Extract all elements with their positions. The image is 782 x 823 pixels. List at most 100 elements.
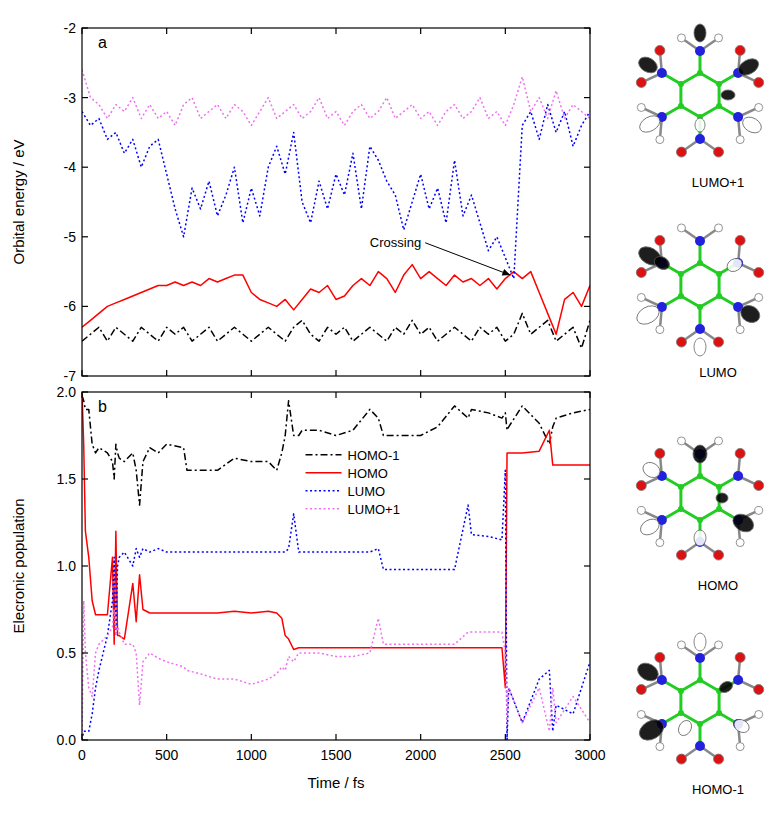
y-tick: [82, 27, 88, 28]
orbital-lobe: [634, 302, 663, 328]
plot-frame: [82, 392, 590, 740]
atom: [678, 271, 684, 277]
annotation: Crossing: [368, 234, 511, 275]
annotation-arrowhead: [502, 269, 511, 276]
atom: [655, 235, 665, 245]
x-tick: [251, 370, 252, 376]
y-axis-title: Orbital energy / eV: [10, 139, 27, 264]
panel: 0.00.51.01.52.0050010001500200025003000T…: [10, 384, 606, 791]
y-tick: [584, 478, 590, 479]
atom: [716, 293, 722, 299]
series-line: [82, 601, 590, 740]
x-tick: [251, 734, 252, 740]
atom: [676, 337, 686, 347]
orbital-lobe: [730, 511, 757, 536]
y-tick: [584, 375, 590, 376]
series-group: [82, 70, 590, 348]
atom: [655, 45, 665, 55]
y-tick: [584, 652, 590, 653]
y-tick: [584, 236, 590, 237]
atom: [678, 293, 684, 299]
atom: [636, 481, 646, 491]
x-tick: [251, 392, 252, 398]
atom: [637, 506, 645, 514]
x-tick: [589, 28, 590, 34]
series-line: [82, 265, 590, 335]
atom: [716, 506, 722, 512]
x-tick: [420, 28, 421, 34]
orbital-label: LUMO: [699, 365, 737, 380]
atom: [735, 235, 745, 245]
legend-label: LUMO: [348, 484, 386, 499]
x-tick-label: 2000: [405, 747, 436, 763]
orbital-lobe: [638, 516, 662, 538]
atom: [657, 675, 667, 685]
y-tick: [584, 97, 590, 98]
atom: [716, 271, 722, 277]
panel: -7-6-5-4-3-2Orbital energy / eVaCrossing: [10, 20, 590, 384]
atom: [754, 78, 764, 88]
x-tick-label: 2500: [490, 747, 521, 763]
orbital-lobe: [740, 114, 764, 136]
x-tick: [335, 370, 336, 376]
x-tick: [335, 392, 336, 398]
orbital-picture: LUMO: [634, 224, 764, 380]
y-tick-label: -5: [64, 229, 77, 245]
y-tick: [584, 565, 590, 566]
x-tick: [251, 28, 252, 34]
ring: [681, 680, 719, 724]
plot-frame: [82, 28, 590, 376]
atom: [656, 539, 664, 547]
atom: [656, 743, 664, 751]
atom: [637, 710, 645, 718]
figure: -7-6-5-4-3-2Orbital energy / eVaCrossing…: [0, 0, 782, 823]
atom: [676, 550, 686, 560]
atom: [755, 506, 763, 514]
ring: [681, 263, 719, 307]
atom: [736, 539, 744, 547]
y-tick-label: 0.0: [57, 732, 77, 748]
atom: [697, 304, 703, 310]
atom: [697, 677, 703, 683]
atom: [678, 103, 684, 109]
atom: [755, 103, 763, 111]
atom: [715, 224, 723, 232]
atom: [677, 34, 685, 42]
x-tick: [589, 370, 590, 376]
y-tick-label: 2.0: [57, 384, 77, 400]
atom: [636, 268, 646, 278]
orbital-label: LUMO+1: [692, 175, 744, 190]
orbital-picture: HOMO-1: [634, 633, 763, 797]
atom: [754, 268, 764, 278]
y-tick: [584, 27, 590, 28]
y-tick: [584, 306, 590, 307]
atom: [697, 260, 703, 266]
atom: [678, 81, 684, 87]
orbital-lobe: [636, 716, 668, 745]
x-tick: [81, 370, 82, 376]
atom: [697, 517, 703, 523]
series-group: [82, 392, 590, 740]
orbital-lobe: [694, 24, 706, 42]
orbital-lobe: [717, 679, 734, 695]
atom: [695, 134, 705, 144]
atom: [695, 46, 705, 56]
orbital-lobe: [652, 254, 672, 272]
atom: [735, 448, 745, 458]
y-tick: [82, 739, 88, 740]
y-tick-label: -2: [64, 20, 77, 36]
orbital-label: HOMO: [698, 578, 738, 593]
y-tick-label: -4: [64, 159, 77, 175]
x-tick: [505, 370, 506, 376]
atom: [715, 641, 723, 649]
atom: [678, 688, 684, 694]
atom: [715, 437, 723, 445]
orbital-lobe: [735, 55, 761, 78]
atom: [678, 710, 684, 716]
atom: [754, 685, 764, 695]
series-line: [82, 392, 590, 688]
orbital-lobe: [694, 530, 706, 546]
atom: [697, 70, 703, 76]
y-tick: [82, 306, 88, 307]
x-tick: [81, 392, 82, 398]
